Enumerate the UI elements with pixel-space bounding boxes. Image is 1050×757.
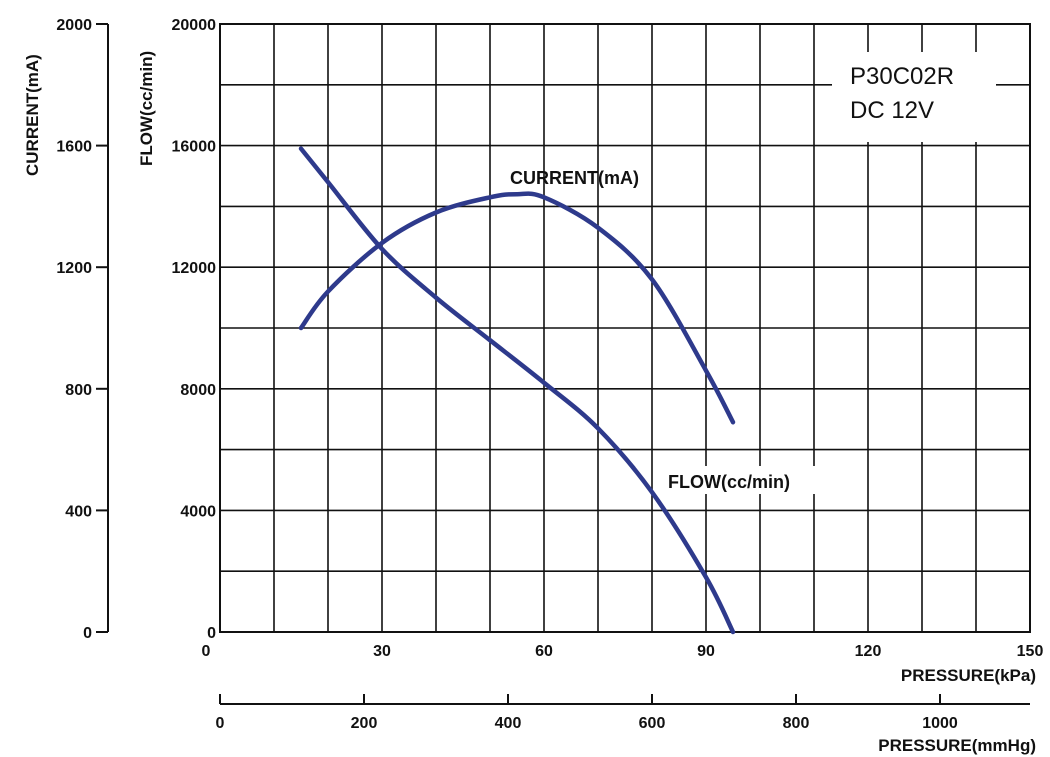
kpa-tick-label: 150 — [1017, 643, 1044, 660]
mmhg-tick-label: 400 — [495, 715, 522, 732]
mmhg-tick-label: 200 — [351, 715, 378, 732]
current-tick-label: 400 — [65, 503, 92, 520]
current-tick-label: 1600 — [56, 139, 92, 156]
current-curve — [298, 191, 736, 425]
model-box: P30C02R DC 12V — [832, 52, 996, 142]
flow-tick-label: 8000 — [180, 382, 216, 399]
mmhg-tick-label: 1000 — [922, 715, 958, 732]
flow-axis-title: FLOW(cc/min) — [137, 51, 156, 166]
mmhg-tick-label: 600 — [639, 715, 666, 732]
current-tick-label: 1200 — [56, 260, 92, 277]
flow-tick-label: 4000 — [180, 503, 216, 520]
model-box-background — [832, 52, 996, 142]
axes: 0400800120016002000040008000120001600020… — [56, 17, 1043, 732]
kpa-tick-label: 60 — [535, 643, 553, 660]
flow-curve-label: FLOW(cc/min) — [668, 472, 790, 492]
flow-tick-label: 0 — [207, 625, 216, 642]
kpa-tick-label: 0 — [202, 643, 211, 660]
mmhg-tick-label: 800 — [783, 715, 810, 732]
kpa-tick-label: 90 — [697, 643, 715, 660]
kpa-tick-label: 120 — [855, 643, 882, 660]
flow-label-background — [664, 466, 834, 494]
voltage-label: DC 12V — [850, 97, 934, 124]
mmhg-tick-label: 0 — [216, 715, 225, 732]
flow-tick-label: 12000 — [172, 260, 217, 277]
model-label: P30C02R — [850, 63, 954, 90]
flow-tick-label: 20000 — [172, 17, 217, 34]
pressure-kpa-title: PRESSURE(kPa) — [901, 666, 1036, 685]
current-curve-label: CURRENT(mA) — [510, 168, 639, 188]
pressure-mmhg-title: PRESSURE(mmHg) — [878, 736, 1036, 755]
current-tick-label: 0 — [83, 625, 92, 642]
current-tick-label: 800 — [65, 382, 92, 399]
current-axis-title: CURRENT(mA) — [23, 54, 42, 176]
flow-tick-label: 16000 — [172, 139, 217, 156]
curves — [298, 146, 736, 635]
flow-curve — [298, 146, 736, 635]
kpa-tick-label: 30 — [373, 643, 391, 660]
current-tick-label: 2000 — [56, 17, 92, 34]
